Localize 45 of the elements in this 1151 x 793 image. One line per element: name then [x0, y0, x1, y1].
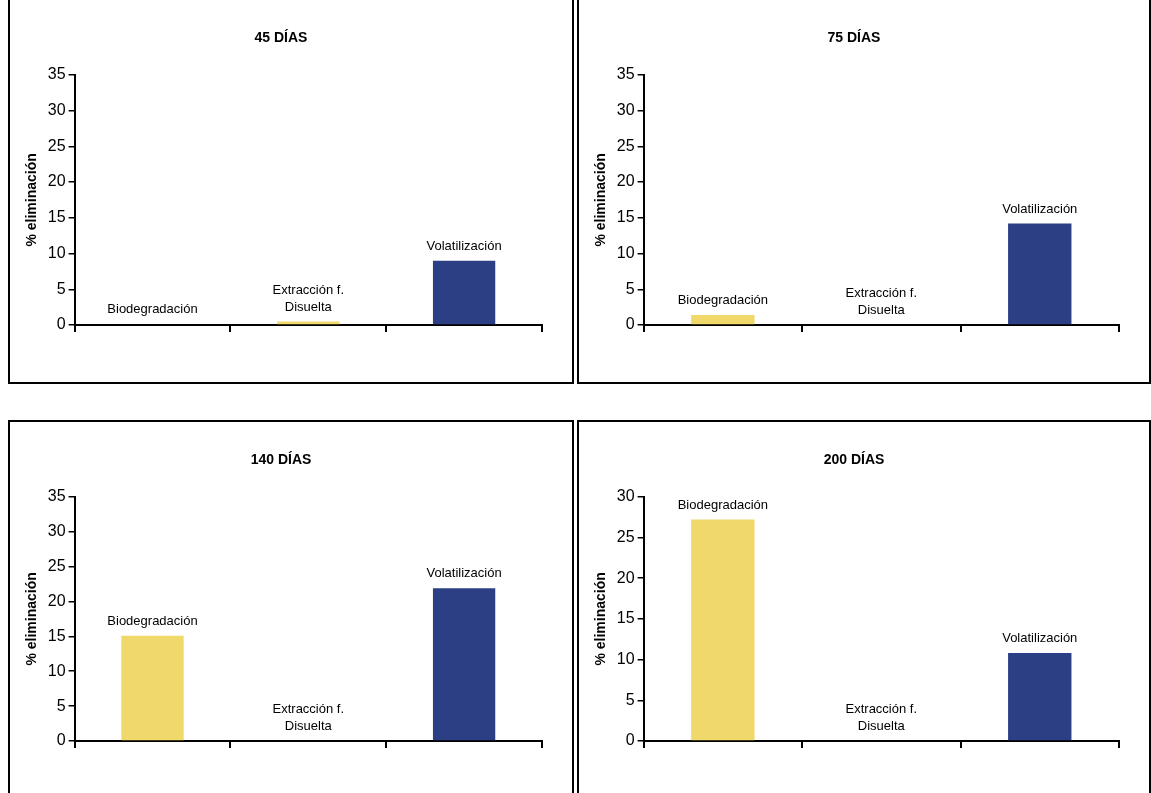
- y-tick-label: 10: [616, 243, 635, 261]
- y-axis-title: % eliminación: [23, 572, 40, 666]
- y-tick-label: 20: [616, 172, 635, 190]
- chart-title: 45 DÍAS: [254, 29, 308, 46]
- y-tick-label: 5: [56, 696, 66, 714]
- y-tick-label: 25: [616, 527, 635, 545]
- y-tick-label: 5: [625, 279, 635, 297]
- category-label: Volatilización: [426, 237, 502, 253]
- chart-title: 200 DÍAS: [823, 451, 885, 468]
- y-tick-label: 5: [625, 690, 635, 708]
- y-tick-label: 0: [56, 731, 66, 749]
- y-tick-label: 10: [47, 661, 66, 679]
- y-tick-label: 35: [616, 65, 635, 83]
- chart-title: 140 DÍAS: [250, 451, 312, 468]
- y-tick-label: 30: [47, 522, 66, 540]
- y-tick-label: 25: [47, 136, 66, 154]
- y-axis-title: % eliminación: [592, 153, 609, 247]
- y-tick-label: 0: [625, 731, 635, 749]
- y-tick-label: 35: [47, 65, 66, 83]
- y-tick-label: 30: [47, 100, 66, 118]
- y-tick-label: 10: [47, 243, 66, 261]
- y-tick-label: 10: [616, 650, 635, 668]
- category-label: Extracción f. Disuelta: [845, 285, 918, 318]
- y-axis-title: % eliminación: [592, 572, 609, 666]
- category-label: Volatilización: [1002, 200, 1078, 216]
- y-tick-label: 5: [56, 279, 66, 297]
- y-tick-label: 15: [47, 208, 66, 226]
- y-tick-label: 20: [47, 172, 66, 190]
- category-label: Biodegradación: [107, 301, 198, 317]
- y-tick-label: 25: [616, 136, 635, 154]
- y-tick-label: 30: [616, 100, 635, 118]
- y-tick-label: 0: [56, 315, 66, 333]
- y-tick-label: 20: [616, 568, 635, 586]
- y-tick-label: 15: [616, 609, 635, 627]
- y-tick-label: 0: [625, 315, 635, 333]
- y-tick-label: 20: [47, 591, 66, 609]
- y-axis-title: % eliminación: [23, 153, 40, 247]
- chart-title: 75 DÍAS: [827, 29, 881, 46]
- category-label: Biodegradación: [677, 292, 769, 308]
- y-tick-label: 15: [616, 208, 635, 226]
- y-tick-label: 35: [47, 487, 66, 505]
- y-tick-label: 25: [47, 556, 66, 574]
- y-tick-label: 15: [47, 626, 66, 644]
- y-tick-label: 30: [616, 487, 635, 505]
- category-label: Extracción f. Disuelta: [272, 281, 345, 314]
